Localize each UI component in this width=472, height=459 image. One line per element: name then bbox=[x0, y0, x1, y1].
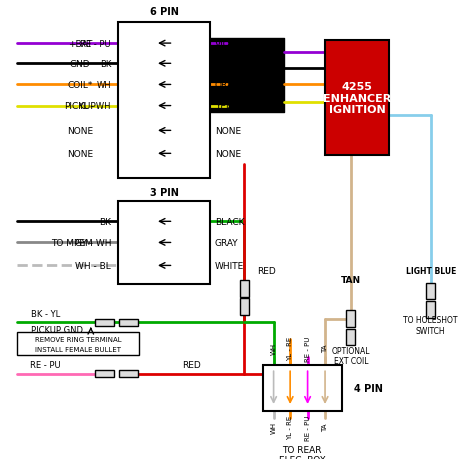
Text: VIOLET: VIOLET bbox=[215, 39, 246, 49]
Text: WH - BL: WH - BL bbox=[75, 261, 111, 270]
Text: RED: RED bbox=[257, 266, 276, 275]
Text: RE - PU: RE - PU bbox=[30, 360, 60, 369]
Text: WH: WH bbox=[270, 421, 277, 433]
Bar bbox=[118, 202, 210, 284]
Bar bbox=[119, 370, 138, 378]
Bar bbox=[426, 302, 435, 318]
Text: RE - PU: RE - PU bbox=[304, 414, 311, 440]
Text: NONE: NONE bbox=[67, 150, 93, 158]
Text: YL - RE: YL - RE bbox=[287, 336, 293, 360]
Text: ORANGE: ORANGE bbox=[215, 81, 253, 90]
Bar bbox=[240, 299, 249, 315]
Bar bbox=[118, 23, 210, 179]
Text: RE - PU: RE - PU bbox=[304, 336, 311, 361]
Text: INSTALL FEMALE BULLET: INSTALL FEMALE BULLET bbox=[35, 346, 121, 352]
Text: YL - WH: YL - WH bbox=[78, 102, 111, 111]
Text: TO MPEM: TO MPEM bbox=[51, 238, 93, 247]
Text: 3 PIN: 3 PIN bbox=[150, 188, 179, 197]
Text: TA: TA bbox=[322, 344, 328, 353]
Text: YL - RE: YL - RE bbox=[287, 415, 293, 439]
Text: BK - YL: BK - YL bbox=[31, 309, 60, 318]
Text: WH: WH bbox=[270, 342, 277, 354]
Text: COIL*: COIL* bbox=[67, 81, 93, 90]
Text: WH: WH bbox=[96, 81, 111, 90]
Text: PICKUP GND: PICKUP GND bbox=[31, 325, 83, 335]
Text: GND: GND bbox=[69, 60, 90, 69]
Text: 6 PIN: 6 PIN bbox=[150, 7, 179, 17]
Bar bbox=[95, 319, 114, 326]
Text: RED: RED bbox=[183, 360, 201, 369]
Text: NONE: NONE bbox=[215, 150, 241, 158]
Text: NONE: NONE bbox=[67, 127, 93, 135]
Bar bbox=[95, 370, 114, 378]
Bar bbox=[262, 365, 342, 411]
Text: TA: TA bbox=[322, 423, 328, 431]
Bar bbox=[17, 332, 140, 356]
Text: PICKUP: PICKUP bbox=[64, 102, 96, 111]
Text: GY - WH: GY - WH bbox=[75, 238, 111, 247]
Text: TAN: TAN bbox=[341, 275, 361, 284]
Bar bbox=[325, 41, 389, 156]
Text: NONE: NONE bbox=[215, 127, 241, 135]
Text: 4 PIN: 4 PIN bbox=[354, 383, 383, 393]
Text: +BAT: +BAT bbox=[67, 39, 92, 49]
Text: OPTIONAL
EXT COIL: OPTIONAL EXT COIL bbox=[331, 346, 370, 365]
Bar bbox=[119, 319, 138, 326]
Text: RE - PU: RE - PU bbox=[80, 39, 111, 49]
Text: TO HOLESHOT
SWITCH: TO HOLESHOT SWITCH bbox=[404, 316, 458, 335]
Text: YELLOW: YELLOW bbox=[215, 102, 251, 111]
Text: GRAY: GRAY bbox=[215, 238, 238, 247]
Text: BLACK: BLACK bbox=[215, 218, 244, 226]
Text: BK: BK bbox=[99, 218, 111, 226]
Text: BLACK: BLACK bbox=[215, 60, 244, 69]
Text: LIGHT BLUE: LIGHT BLUE bbox=[405, 266, 456, 275]
Text: BK: BK bbox=[100, 60, 111, 69]
Text: WHITE: WHITE bbox=[215, 261, 244, 270]
Text: TO REAR
ELEC. BOX: TO REAR ELEC. BOX bbox=[278, 445, 326, 459]
Bar bbox=[240, 280, 249, 297]
Text: REMOVE RING TERMINAL: REMOVE RING TERMINAL bbox=[35, 337, 122, 343]
Text: 4255
ENHANCER
IGNITION: 4255 ENHANCER IGNITION bbox=[323, 82, 391, 115]
Bar bbox=[426, 283, 435, 300]
Bar bbox=[346, 311, 355, 327]
Bar bbox=[346, 329, 355, 346]
